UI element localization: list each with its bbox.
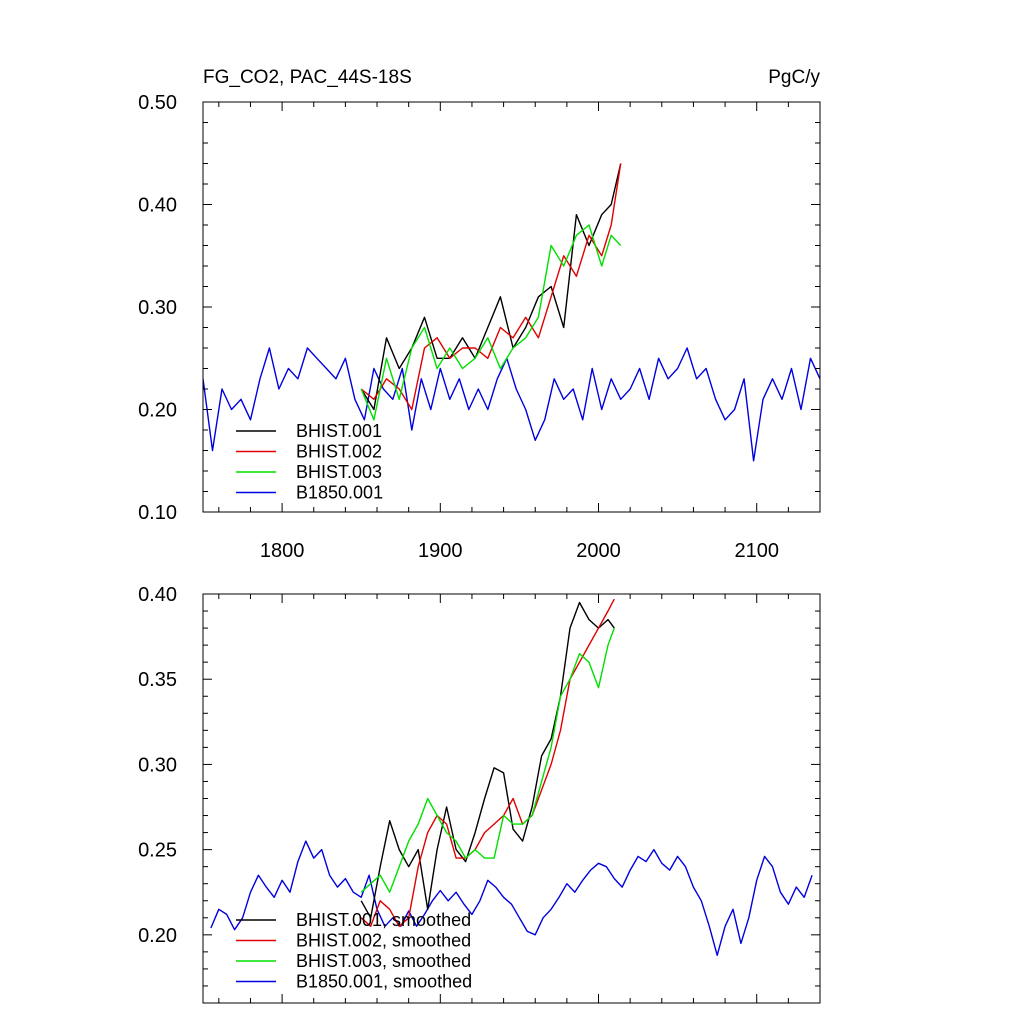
legend-label: B1850.001 bbox=[296, 483, 383, 503]
x-tick-label: 1800 bbox=[260, 540, 305, 562]
series-line-b1850-001 bbox=[203, 347, 820, 462]
legend-label: BHIST.001 bbox=[296, 421, 382, 441]
chart-title: FG_CO2, PAC_44S-18S bbox=[203, 67, 412, 88]
series-line-bhist-001 bbox=[360, 163, 622, 411]
series-line-bhist-003-smoothed bbox=[360, 627, 615, 893]
x-tick-label: 1900 bbox=[418, 540, 463, 562]
y-tick-label: 0.30 bbox=[138, 754, 177, 776]
y-tick-label: 0.40 bbox=[138, 584, 177, 606]
chart-units: PgC/y bbox=[768, 67, 820, 88]
series-line-bhist-002-smoothed bbox=[360, 598, 615, 927]
legend-label: BHIST.002 bbox=[296, 442, 382, 462]
y-tick-label: 0.25 bbox=[138, 840, 177, 862]
legend-label: BHIST.003, smoothed bbox=[296, 951, 471, 971]
series-line-bhist-003 bbox=[360, 224, 622, 421]
x-tick-label: 2100 bbox=[734, 540, 779, 562]
y-tick-label: 0.20 bbox=[138, 925, 177, 947]
y-tick-label: 0.20 bbox=[138, 400, 177, 422]
legend-label: BHIST.002, smoothed bbox=[296, 931, 471, 951]
legend-label: B1850.001, smoothed bbox=[296, 972, 472, 992]
series-line-bhist-001-smoothed bbox=[360, 601, 615, 919]
y-tick-label: 0.50 bbox=[138, 92, 177, 114]
y-tick-label: 0.10 bbox=[138, 502, 177, 524]
top-panel: 0.10 0.20 0.30 0.40 0.50 1800 1900 2000 2100 BHIS… bbox=[138, 92, 821, 562]
legend-label: BHIST.003 bbox=[296, 462, 382, 482]
y-tick-label: 0.35 bbox=[138, 669, 177, 691]
series-line-b1850-001-smoothed bbox=[210, 840, 813, 956]
y-tick-label: 0.30 bbox=[138, 297, 177, 319]
y-tick-label: 0.40 bbox=[138, 195, 177, 217]
legend-label: BHIST.001, smoothed bbox=[296, 910, 471, 930]
x-tick-label: 2000 bbox=[576, 540, 621, 562]
series-line-bhist-002 bbox=[360, 163, 622, 411]
